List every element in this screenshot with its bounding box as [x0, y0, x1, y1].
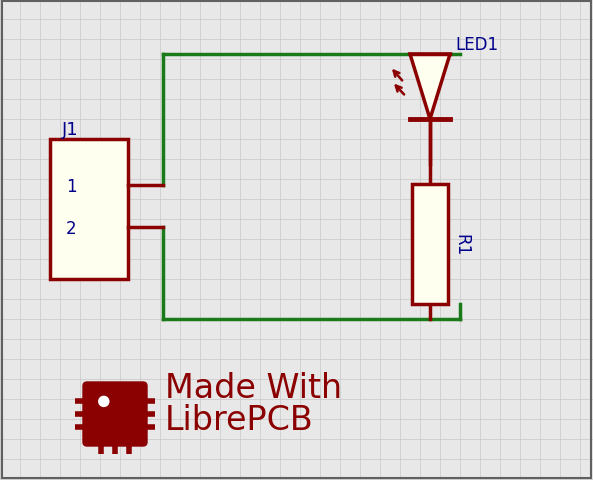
Text: LibrePCB: LibrePCB: [165, 404, 314, 436]
Text: J1: J1: [62, 121, 79, 139]
Text: R1: R1: [452, 233, 470, 255]
FancyBboxPatch shape: [83, 382, 147, 446]
Text: 1: 1: [66, 178, 76, 195]
Circle shape: [99, 396, 109, 407]
Text: Made With: Made With: [165, 372, 342, 404]
Text: LED1: LED1: [455, 36, 498, 54]
Polygon shape: [410, 55, 450, 120]
Bar: [50, 140, 128, 279]
Text: 2: 2: [66, 219, 76, 238]
Bar: [412, 185, 448, 304]
